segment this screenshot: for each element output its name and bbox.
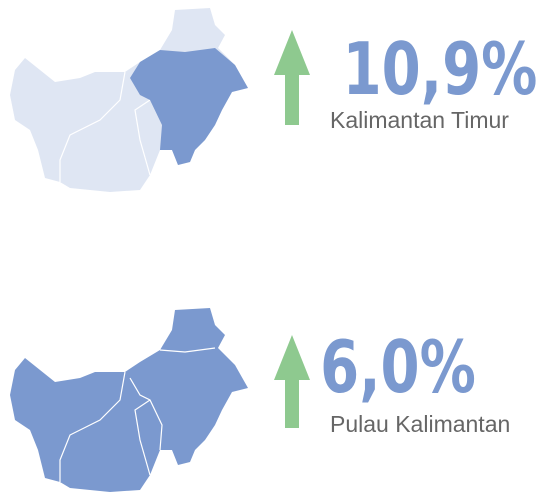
region-label: Kalimantan Timur: [330, 107, 509, 133]
arrow-up: [274, 30, 310, 125]
arrow-up: [274, 335, 310, 428]
map-kalimantan-timur: [10, 8, 248, 192]
region-label: Pulau Kalimantan: [330, 411, 510, 437]
growth-value: 6,0%: [320, 326, 476, 410]
map-pulau-kalimantan: [10, 308, 248, 492]
growth-value: 10,9%: [343, 28, 538, 112]
